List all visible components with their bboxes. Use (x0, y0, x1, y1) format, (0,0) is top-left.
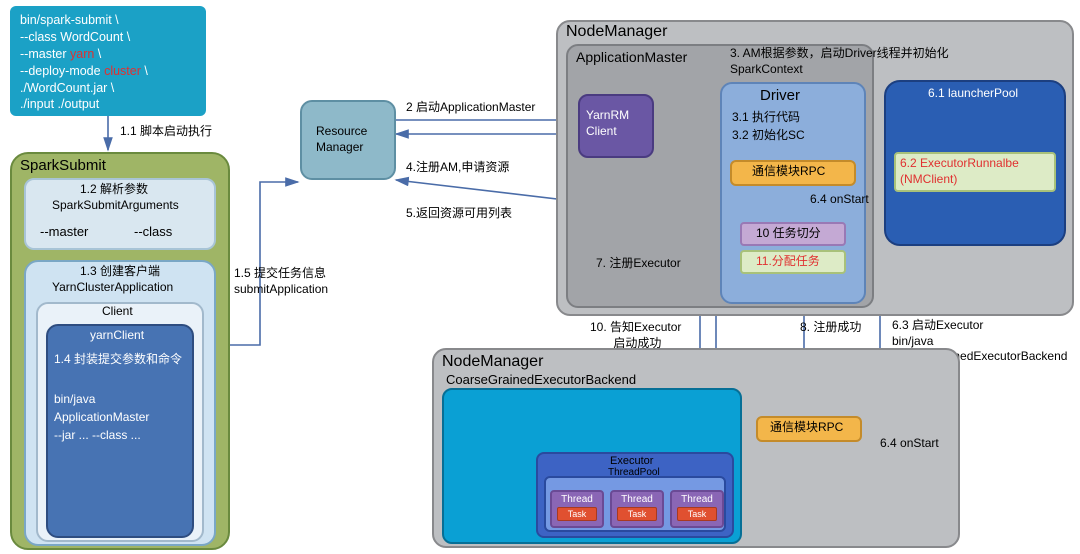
am-title: ApplicationMaster (576, 48, 687, 66)
script-box: bin/spark-submit \--class WordCount \--m… (10, 6, 206, 116)
l5: 5.返回资源可用列表 (406, 206, 512, 222)
l1-5b: submitApplication (234, 282, 328, 298)
l6-4: 6.4 onStart (810, 192, 869, 208)
nm2-title: NodeManager (442, 352, 543, 373)
l10b: 10. 告知Executor 启动成功 (590, 320, 681, 351)
arg-master: --master (40, 224, 88, 241)
driver-title: Driver (760, 86, 800, 106)
l1-4: 1.4 封装提交参数和命令 (54, 352, 184, 368)
l4: 4.注册AM,申请资源 (406, 160, 509, 176)
thread-box-1: ThreadTask (550, 490, 604, 528)
yarnclient-label: yarnClient (90, 328, 144, 344)
l1-4-cmd1: bin/java (54, 392, 95, 408)
ycl-l2: YarnClusterApplication (52, 280, 173, 296)
launcher-title: 6.1 launcherPool (928, 86, 1018, 102)
arg-class: --class (134, 224, 172, 241)
l11: 11.分配任务 (756, 254, 820, 270)
rm-label: Resource Manager (316, 124, 367, 155)
l7: 7. 注册Executor (596, 256, 681, 272)
args-l2: SparkSubmitArguments (52, 198, 179, 214)
l3: 3. AM根据参数，启动Driver线程并初始化SparkContext (730, 46, 950, 77)
l6-4b: 6.4 onStart (880, 436, 939, 452)
sparksubmit-title: SparkSubmit (20, 156, 106, 176)
nm1-title: NodeManager (566, 22, 667, 43)
yrmcli-label: YarnRM Client (586, 108, 629, 139)
thread-box-2: ThreadTask (610, 490, 664, 528)
l6-2: 6.2 ExecutorRunnalbe (NMClient) (900, 156, 1019, 187)
client-label: Client (102, 304, 133, 320)
threadpool-label: ThreadPool (608, 466, 660, 479)
l3-2: 3.2 初始化SC (732, 128, 805, 144)
l1-5a: 1.5 提交任务信息 (234, 266, 326, 282)
label-1-1: 1.1 脚本启动执行 (120, 124, 212, 140)
rpc-label: 通信模块RPC (752, 164, 825, 180)
l3-1: 3.1 执行代码 (732, 110, 800, 126)
thread-box-3: ThreadTask (670, 490, 724, 528)
l8: 8. 注册成功 (800, 320, 861, 336)
l1-4-cmd3: --jar ... --class ... (54, 428, 141, 444)
l1-4-cmd2: ApplicationMaster (54, 410, 149, 426)
l2: 2 启动ApplicationMaster (406, 100, 535, 116)
l10-split: 10 任务切分 (756, 226, 821, 242)
rpc2-label: 通信模块RPC (770, 420, 843, 436)
ycl-l1: 1.3 创建客户端 (80, 264, 160, 280)
args-l1: 1.2 解析参数 (80, 182, 148, 198)
